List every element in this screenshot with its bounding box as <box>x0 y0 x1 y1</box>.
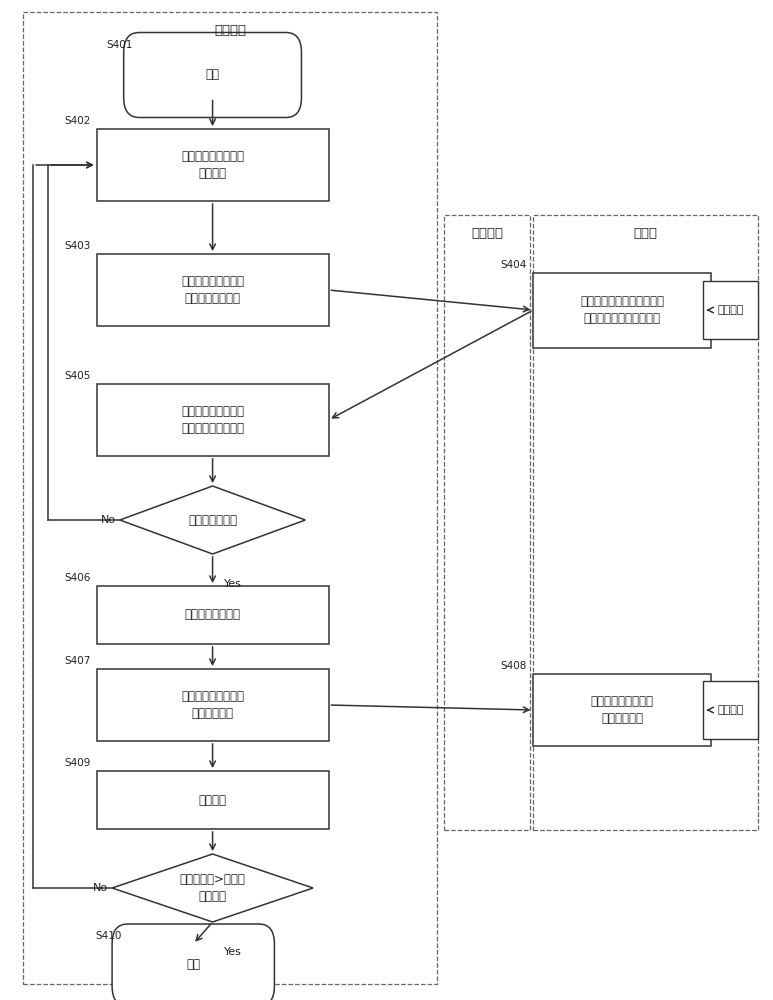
Text: S402: S402 <box>64 116 90 126</box>
Text: 接收轴颈中心坐标和
计算时间信息: 接收轴颈中心坐标和 计算时间信息 <box>591 695 654 725</box>
Text: No: No <box>100 515 116 525</box>
Bar <box>23 12 437 984</box>
Polygon shape <box>120 486 305 554</box>
Text: 输出文件: 输出文件 <box>717 305 744 315</box>
Bar <box>533 272 711 348</box>
Text: 结束: 结束 <box>186 958 200 971</box>
Text: 开始: 开始 <box>206 68 220 82</box>
Text: 计算轴颈面移动加速
度、速度及位移信息: 计算轴颈面移动加速 度、速度及位移信息 <box>181 405 244 435</box>
Text: S408: S408 <box>501 661 527 671</box>
Polygon shape <box>112 854 313 922</box>
Bar <box>444 215 530 830</box>
Text: S401: S401 <box>107 39 133 49</box>
Bar <box>703 681 758 739</box>
Text: Yes: Yes <box>224 947 242 957</box>
FancyBboxPatch shape <box>124 32 301 117</box>
Bar <box>97 129 329 201</box>
Text: No: No <box>93 883 108 893</box>
Text: S407: S407 <box>64 656 90 666</box>
Text: 网格节点未更新: 网格节点未更新 <box>188 514 237 526</box>
Bar <box>97 254 329 326</box>
Bar <box>97 586 329 644</box>
Text: 流场计算: 流场计算 <box>199 794 226 806</box>
Bar <box>97 771 329 829</box>
Text: S409: S409 <box>64 758 90 768</box>
Text: S403: S403 <box>64 241 90 251</box>
Bar <box>533 215 758 830</box>
Text: S404: S404 <box>501 260 527 270</box>
Text: 输出文件: 输出文件 <box>717 705 744 715</box>
Bar <box>97 384 329 456</box>
Text: 接收并传递累加之后轴承轴
颈面所受的非线性油膜力: 接收并传递累加之后轴承轴 颈面所受的非线性油膜力 <box>581 295 664 325</box>
Text: Yes: Yes <box>224 579 242 589</box>
Text: 数据传递: 数据传递 <box>471 227 503 240</box>
Text: S410: S410 <box>95 931 121 941</box>
Bar <box>97 669 329 741</box>
Text: 计算各分区轴颈面所
受的非线性油膜力: 计算各分区轴颈面所 受的非线性油膜力 <box>181 275 244 305</box>
Text: S406: S406 <box>64 573 90 583</box>
Text: 计算时间步>设定计
算时间步: 计算时间步>设定计 算时间步 <box>179 873 246 903</box>
Text: 更新网格节点坐标: 更新网格节点坐标 <box>185 608 240 621</box>
FancyBboxPatch shape <box>112 924 274 1000</box>
Text: 识别上一时间步轴颈
中心坐标: 识别上一时间步轴颈 中心坐标 <box>181 150 244 180</box>
Bar <box>703 281 758 339</box>
Text: 记录计算时间并更新
轴颈中心坐标: 记录计算时间并更新 轴颈中心坐标 <box>181 690 244 720</box>
Text: S405: S405 <box>64 371 90 381</box>
Bar <box>533 674 711 746</box>
Text: 计算节点: 计算节点 <box>214 24 246 37</box>
Text: 主节点: 主节点 <box>633 227 658 240</box>
